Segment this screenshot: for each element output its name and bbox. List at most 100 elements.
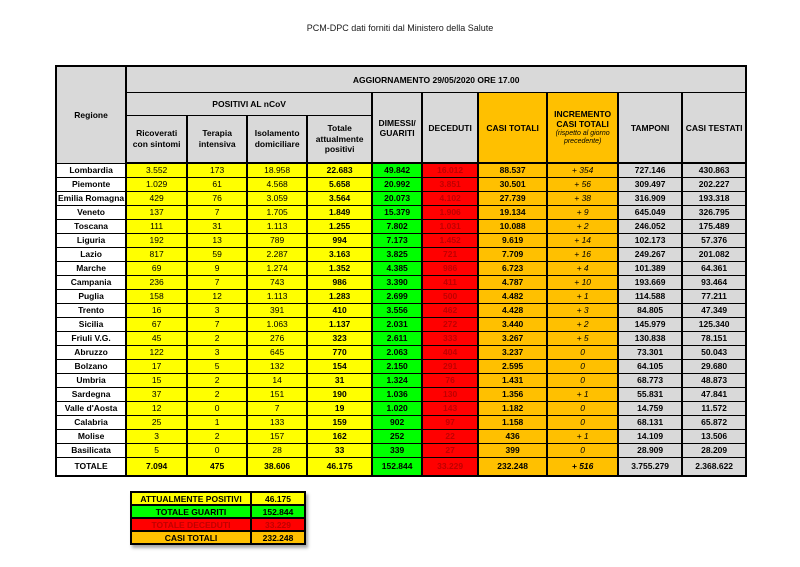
cell-casi-testati: 28.209 xyxy=(681,442,748,458)
cell-dimessi: 4.385 xyxy=(371,260,424,276)
cell-isolamento: 1.113 xyxy=(246,288,309,304)
cell-ricoverati: 12 xyxy=(125,400,189,416)
cell-dimessi: 252 xyxy=(371,428,424,444)
cell-ricoverati: 15 xyxy=(125,372,189,388)
cell-totale-positivi: 33 xyxy=(306,442,374,458)
cell-deceduti: 721 xyxy=(421,246,480,262)
cell-tamponi: 73.301 xyxy=(617,344,684,360)
cell-terapia: 0 xyxy=(186,400,249,416)
cell-dimessi: 2.699 xyxy=(371,288,424,304)
cell-tamponi: 3.755.279 xyxy=(617,456,684,476)
cell-dimessi: 3.390 xyxy=(371,274,424,290)
summary-label: ATTUALMENTE POSITIVI xyxy=(132,493,252,504)
cell-tamponi: 14.759 xyxy=(617,400,684,416)
cell-deceduti: 143 xyxy=(421,400,480,416)
covid-table: Regione AGGIORNAMENTO 29/05/2020 ORE 17.… xyxy=(54,65,748,477)
cell-terapia: 7 xyxy=(186,204,249,220)
col-header-regione: Regione xyxy=(54,65,128,164)
cell-incremento: 0 xyxy=(546,372,620,388)
cell-terapia: 12 xyxy=(186,288,249,304)
cell-tamponi: 145.979 xyxy=(617,316,684,332)
cell-totale-positivi: 770 xyxy=(306,344,374,360)
table-row: Valle d'Aosta 12 0 7 19 1.020 143 1.182 … xyxy=(54,400,748,416)
cell-ricoverati: 3 xyxy=(125,428,189,444)
cell-ricoverati: 67 xyxy=(125,316,189,332)
col-header-isolamento: Isolamento domiciliare xyxy=(246,115,309,164)
cell-isolamento: 38.606 xyxy=(246,456,309,476)
cell-incremento: + 2 xyxy=(546,218,620,234)
cell-dimessi: 1.324 xyxy=(371,372,424,388)
cell-region: Molise xyxy=(54,428,128,444)
cell-incremento: + 9 xyxy=(546,204,620,220)
cell-ricoverati: 111 xyxy=(125,218,189,234)
cell-casi-totali: 2.595 xyxy=(477,358,549,374)
table-row: Basilicata 5 0 28 33 339 27 399 0 28.909… xyxy=(54,442,748,458)
cell-ricoverati: 5 xyxy=(125,442,189,458)
cell-casi-totali: 19.134 xyxy=(477,204,549,220)
cell-dimessi: 7.173 xyxy=(371,232,424,248)
summary-row: CASI TOTALI 232.248 xyxy=(132,532,304,543)
cell-incremento: + 4 xyxy=(546,260,620,276)
cell-region: Trento xyxy=(54,302,128,318)
cell-casi-testati: 50.043 xyxy=(681,344,748,360)
cell-tamponi: 28.909 xyxy=(617,442,684,458)
cell-deceduti: 986 xyxy=(421,260,480,276)
cell-casi-totali: 9.619 xyxy=(477,232,549,248)
cell-incremento: + 354 xyxy=(546,162,620,178)
cell-tamponi: 249.267 xyxy=(617,246,684,262)
col-header-ricoverati: Ricoverati con sintomi xyxy=(125,115,189,164)
cell-deceduti: 76 xyxy=(421,372,480,388)
cell-totale-positivi: 1.283 xyxy=(306,288,374,304)
cell-deceduti: 97 xyxy=(421,414,480,430)
cell-terapia: 76 xyxy=(186,190,249,206)
cell-casi-totali: 232.248 xyxy=(477,456,549,476)
summary-box: ATTUALMENTE POSITIVI 46.175 TOTALE GUARI… xyxy=(130,491,306,545)
cell-incremento: + 1 xyxy=(546,386,620,402)
cell-tamponi: 68.773 xyxy=(617,372,684,388)
cell-casi-testati: 77.211 xyxy=(681,288,748,304)
table-row: Piemonte 1.029 61 4.568 5.658 20.992 3.8… xyxy=(54,176,748,192)
cell-dimessi: 2.611 xyxy=(371,330,424,346)
cell-casi-totali: 1.431 xyxy=(477,372,549,388)
cell-terapia: 2 xyxy=(186,386,249,402)
cell-terapia: 7 xyxy=(186,316,249,332)
table-row: Marche 69 9 1.274 1.352 4.385 986 6.723 … xyxy=(54,260,748,276)
cell-totale-positivi: 46.175 xyxy=(306,456,374,476)
cell-region: Umbria xyxy=(54,372,128,388)
cell-casi-totali: 399 xyxy=(477,442,549,458)
cell-terapia: 3 xyxy=(186,302,249,318)
cell-casi-totali: 1.158 xyxy=(477,414,549,430)
table-row: Friuli V.G. 45 2 276 323 2.611 333 3.267… xyxy=(54,330,748,346)
table-row: Molise 3 2 157 162 252 22 436 + 1 14.109… xyxy=(54,428,748,444)
cell-dimessi: 3.556 xyxy=(371,302,424,318)
cell-deceduti: 462 xyxy=(421,302,480,318)
cell-casi-totali: 436 xyxy=(477,428,549,444)
cell-ricoverati: 122 xyxy=(125,344,189,360)
cell-deceduti: 500 xyxy=(421,288,480,304)
cell-deceduti: 291 xyxy=(421,358,480,374)
cell-terapia: 2 xyxy=(186,372,249,388)
cell-dimessi: 1.020 xyxy=(371,400,424,416)
cell-deceduti: 22 xyxy=(421,428,480,444)
cell-totale-positivi: 323 xyxy=(306,330,374,346)
cell-region: Marche xyxy=(54,260,128,276)
cell-totale-positivi: 1.849 xyxy=(306,204,374,220)
cell-ricoverati: 7.094 xyxy=(125,456,189,476)
cell-casi-testati: 65.872 xyxy=(681,414,748,430)
col-group-positivi: POSITIVI AL nCoV xyxy=(125,92,374,116)
cell-casi-testati: 57.376 xyxy=(681,232,748,248)
cell-incremento: + 38 xyxy=(546,190,620,206)
cell-incremento: + 1 xyxy=(546,428,620,444)
cell-ricoverati: 1.029 xyxy=(125,176,189,192)
cell-region: Basilicata xyxy=(54,442,128,458)
cell-casi-totali: 10.088 xyxy=(477,218,549,234)
table-row: Campania 236 7 743 986 3.390 411 4.787 +… xyxy=(54,274,748,290)
cell-tamponi: 64.105 xyxy=(617,358,684,374)
cell-region: Puglia xyxy=(54,288,128,304)
cell-totale-positivi: 31 xyxy=(306,372,374,388)
col-header-casi-totali: CASI TOTALI xyxy=(477,92,549,164)
cell-isolamento: 4.568 xyxy=(246,176,309,192)
cell-region: Friuli V.G. xyxy=(54,330,128,346)
cell-casi-totali: 4.787 xyxy=(477,274,549,290)
cell-ricoverati: 16 xyxy=(125,302,189,318)
